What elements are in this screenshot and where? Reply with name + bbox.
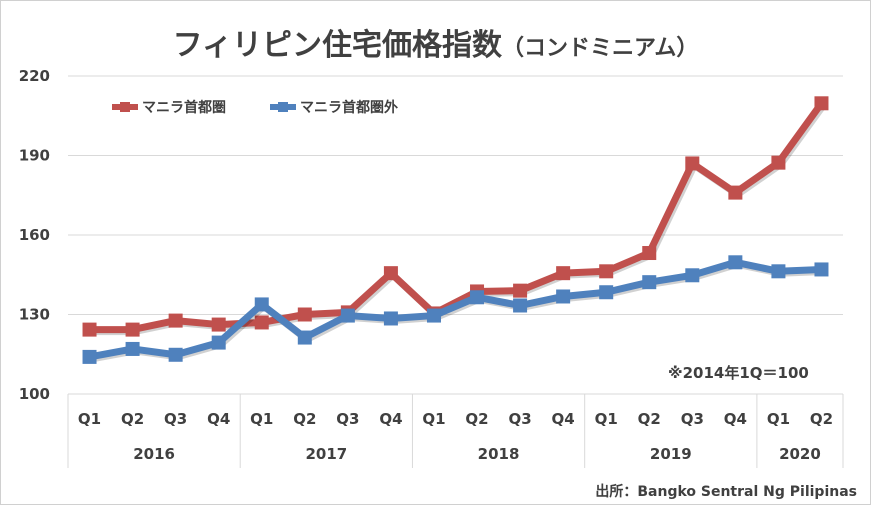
data-point: [82, 349, 97, 364]
x-tick-label: Q2: [465, 410, 488, 428]
x-tick-label: Q4: [379, 410, 402, 428]
data-point: [297, 307, 312, 322]
year-label: 2020: [779, 445, 821, 463]
data-point: [211, 317, 226, 332]
data-point: [513, 298, 528, 313]
data-point: [383, 266, 398, 281]
data-point: [168, 347, 183, 362]
chart-subtitle: （コンドミニアム）: [501, 36, 699, 61]
y-tick-label: 190: [19, 147, 50, 165]
data-point: [383, 311, 398, 326]
series-line: [88, 258, 822, 361]
chart-title: フィリピン住宅価格指数（コンドミニアム）: [172, 28, 699, 63]
x-tick-label: Q4: [207, 410, 230, 428]
y-tick-label: 130: [19, 306, 50, 324]
data-point: [685, 268, 700, 283]
y-tick-label: 220: [19, 67, 50, 85]
data-point: [125, 341, 140, 356]
x-tick-label: Q3: [336, 410, 359, 428]
x-tick-label: Q2: [638, 410, 661, 428]
data-point: [771, 264, 786, 279]
year-label: 2017: [305, 445, 347, 463]
legend-label: マニラ首都圏: [142, 99, 226, 116]
year-label: 2018: [478, 445, 520, 463]
data-point: [82, 322, 97, 337]
data-point: [470, 290, 485, 305]
data-point: [728, 185, 743, 200]
data-point: [728, 255, 743, 270]
x-tick-label: Q1: [250, 410, 273, 428]
data-point: [556, 266, 571, 281]
data-point: [642, 246, 657, 261]
x-tick-label: Q3: [164, 410, 187, 428]
data-point: [642, 275, 657, 290]
x-tick-label: Q1: [422, 410, 445, 428]
data-point: [771, 155, 786, 170]
x-tick-label: Q4: [552, 410, 575, 428]
data-point: [599, 264, 614, 279]
x-tick-label: Q1: [767, 410, 790, 428]
x-tick-label: Q3: [681, 410, 704, 428]
series-line: [89, 101, 825, 334]
x-tick-label: Q4: [724, 410, 747, 428]
x-tick-label: Q2: [121, 410, 144, 428]
legend-label: マニラ首都圏外: [300, 99, 398, 116]
data-point: [297, 330, 312, 345]
legend-marker: [278, 102, 288, 112]
data-point: [814, 262, 829, 277]
data-point: [426, 308, 441, 323]
data-point: [599, 285, 614, 300]
base-note: ※2014年1Q＝100: [668, 364, 809, 382]
source-text: 出所：Bangko Sentral Ng Pilipinas: [595, 484, 857, 500]
year-label: 2016: [133, 445, 175, 463]
y-tick-label: 100: [19, 385, 50, 403]
x-tick-label: Q2: [293, 410, 316, 428]
x-tick-label: Q3: [508, 410, 531, 428]
data-point: [254, 315, 269, 330]
legend-marker: [120, 102, 130, 112]
x-tick-label: Q2: [810, 410, 833, 428]
data-point: [556, 289, 571, 304]
data-point: [513, 283, 528, 298]
y-tick-label: 160: [19, 226, 50, 244]
data-point: [685, 156, 700, 171]
data-point: [254, 297, 269, 312]
data-point: [211, 335, 226, 350]
x-tick-label: Q1: [595, 410, 618, 428]
data-point: [125, 322, 140, 337]
data-point: [340, 308, 355, 323]
year-label: 2019: [650, 445, 692, 463]
data-point: [814, 96, 829, 111]
data-point: [168, 313, 183, 328]
x-tick-label: Q1: [78, 410, 101, 428]
